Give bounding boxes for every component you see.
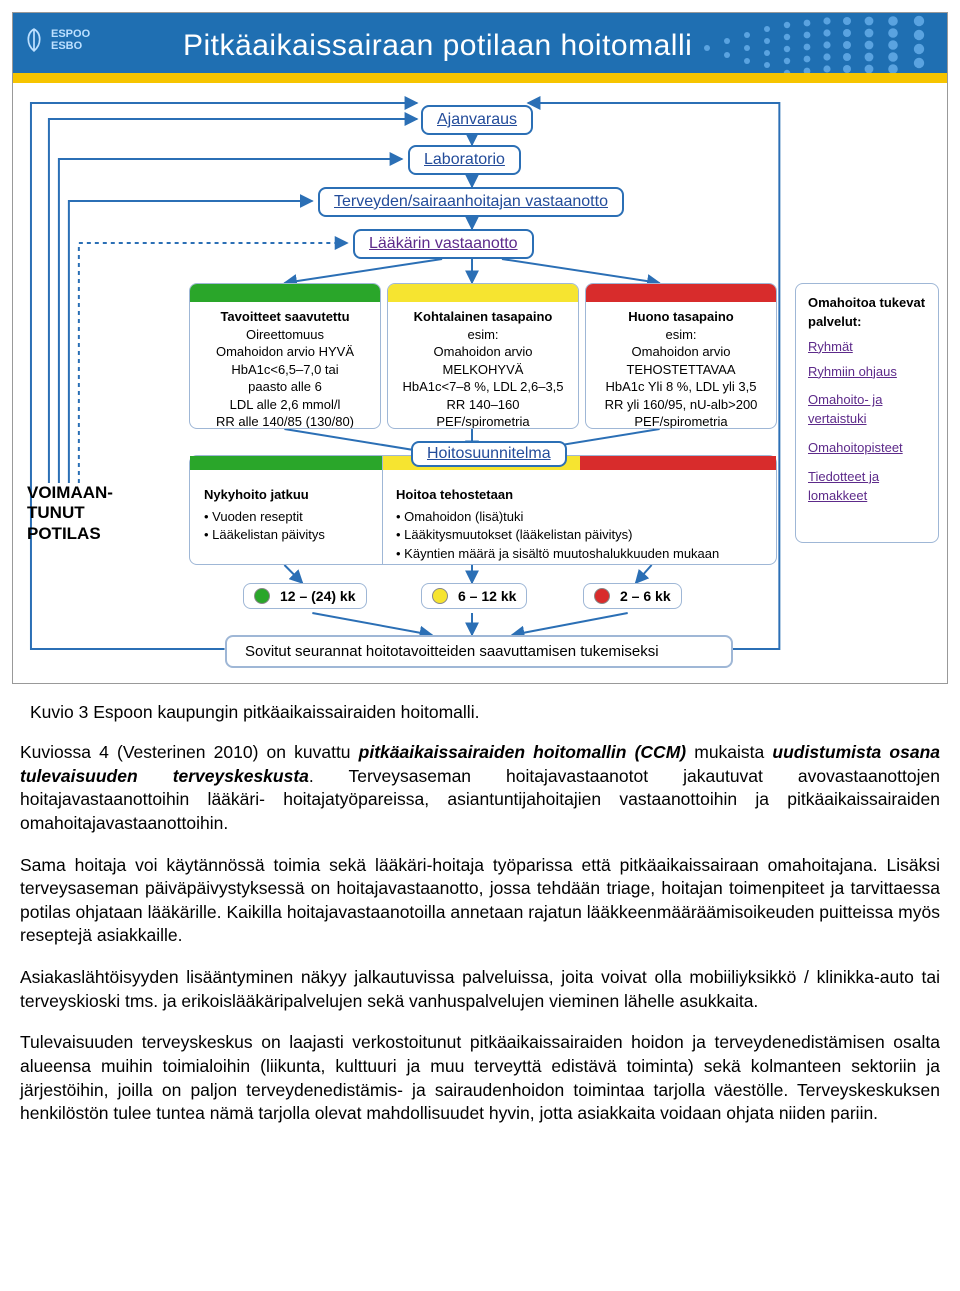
box-line: paasto alle 6 (200, 378, 370, 396)
box-line: Omahoidon arvio (398, 343, 568, 361)
side-links: Ryhmät Ryhmiin ohjaus Omahoito- ja vertais… (808, 338, 926, 506)
box-line: RR yli 160/95, nU-alb>200 (596, 396, 766, 414)
node-hoitosuunnitelma[interactable]: Hoitosuunnitelma (411, 441, 567, 467)
box-line: HbA1c<6,5–7,0 tai (200, 361, 370, 379)
node-hoitaja[interactable]: Terveyden/sairaanhoitajan vastaanotto (318, 187, 624, 217)
dot-red-icon (594, 588, 610, 604)
diagram: VOIMAAN-TUNUT POTILAS Ajanvaraus Laborat… (13, 83, 947, 683)
dot-yellow-icon (432, 588, 448, 604)
paragraph: Sama hoitaja voi käytännössä toimia sekä… (20, 854, 940, 949)
box-red-lines: esim:Omahoidon arvioTEHOSTETTAVAAHbA1c Y… (596, 326, 766, 429)
plan-item: • Lääkitysmuutokset (lääkelistan päivity… (396, 526, 762, 544)
box-line: RR 140–160 (398, 396, 568, 414)
box-line: HbA1c Yli 8 %, LDL yli 3,5 (596, 378, 766, 396)
espoo-logo: ESPOO ESBO (23, 27, 90, 53)
side-link[interactable]: Ryhmät (808, 338, 926, 357)
plan-box: Nykyhoito jatkuu • Vuoden reseptit• Lääk… (189, 455, 777, 565)
box-line: MELKOHYVÄ (398, 361, 568, 379)
plan-left-title: Nykyhoito jatkuu (204, 486, 368, 504)
box-green: Tavoitteet saavutettu OireettomuusOmahoi… (189, 283, 381, 429)
node-laakari[interactable]: Lääkärin vastaanotto (353, 229, 534, 259)
bottom-bar: Sovitut seurannat hoitotavoitteiden saav… (225, 635, 733, 668)
box-line: PEF/spirometria (398, 413, 568, 429)
dot-green-icon (254, 588, 270, 604)
plan-left-items: • Vuoden reseptit• Lääkelistan päivitys (204, 508, 368, 544)
box-green-lines: OireettomuusOmahoidon arvio HYVÄHbA1c<6,… (200, 326, 370, 429)
followup-green: 12 – (24) kk (243, 583, 367, 609)
box-line: Oireettomuus (200, 326, 370, 344)
figure-caption: Kuvio 3 Espoon kaupungin pitkäaikaissair… (0, 696, 960, 723)
box-line: Omahoidon arvio (596, 343, 766, 361)
plan-item: • Vuoden reseptit (204, 508, 368, 526)
plan-left: Nykyhoito jatkuu • Vuoden reseptit• Lääk… (190, 456, 382, 564)
paragraph: Kuviossa 4 (Vesterinen 2010) on kuvattu … (20, 741, 940, 836)
paragraph: Tulevaisuuden terveyskeskus on laajasti … (20, 1031, 940, 1126)
box-line: esim: (398, 326, 568, 344)
box-yellow-head (388, 284, 578, 302)
banner-underbar (13, 73, 947, 83)
side-link[interactable]: Ryhmiin ohjaus (808, 363, 926, 382)
paragraph: Asiakaslähtöisyyden lisääntyminen näkyy … (20, 966, 940, 1013)
box-red-title: Huono tasapaino (596, 308, 766, 326)
plan-item: • Käyntien määrä ja sisältö muutoshalukk… (396, 545, 762, 563)
body-text: Kuviossa 4 (Vesterinen 2010) on kuvattu … (0, 741, 960, 1154)
followup-yellow: 6 – 12 kk (421, 583, 527, 609)
followup-green-label: 12 – (24) kk (280, 588, 356, 604)
side-title: Omahoitoa tukevat palvelut: (808, 294, 926, 332)
box-green-head (190, 284, 380, 302)
box-yellow-lines: esim:Omahoidon arvioMELKOHYVÄHbA1c<7–8 %… (398, 326, 568, 429)
plan-item: • Lääkelistan päivitys (204, 526, 368, 544)
banner-title: Pitkäaikaissairaan potilaan hoitomalli (183, 29, 692, 63)
banner: ESPOO ESBO Pitkäaikaissairaan potilaan h… (13, 13, 947, 83)
box-line: HbA1c<7–8 %, LDL 2,6–3,5 (398, 378, 568, 396)
side-link[interactable]: Tiedotteet ja lomakkeet (808, 468, 926, 506)
side-panel: Omahoitoa tukevat palvelut: Ryhmät Ryhmii… (795, 283, 939, 543)
box-red: Huono tasapaino esim:Omahoidon arvioTEHO… (585, 283, 777, 429)
logo-text-bot: ESBO (51, 40, 90, 52)
plan-right-items: • Omahoidon (lisä)tuki• Lääkitysmuutokse… (396, 508, 762, 563)
box-line: Omahoidon arvio HYVÄ (200, 343, 370, 361)
box-line: LDL alle 2,6 mmol/l (200, 396, 370, 414)
side-link[interactable]: Omahoito- ja vertaistuki (808, 391, 926, 429)
node-ajanvaraus[interactable]: Ajanvaraus (421, 105, 533, 135)
followup-red: 2 – 6 kk (583, 583, 682, 609)
followup-red-label: 2 – 6 kk (620, 588, 671, 604)
box-line: PEF/spirometria (596, 413, 766, 429)
leaf-icon (23, 27, 45, 53)
box-line: TEHOSTETTAVAA (596, 361, 766, 379)
box-line: RR alle 140/85 (130/80) (200, 413, 370, 429)
side-link[interactable]: Omahoitopisteet (808, 439, 926, 458)
logo-text-top: ESPOO (51, 28, 90, 40)
box-line: esim: (596, 326, 766, 344)
box-yellow: Kohtalainen tasapaino esim:Omahoidon arv… (387, 283, 579, 429)
node-laboratorio[interactable]: Laboratorio (408, 145, 521, 175)
potilas-label: VOIMAAN-TUNUT POTILAS (27, 483, 137, 544)
box-yellow-title: Kohtalainen tasapaino (398, 308, 568, 326)
plan-right: Hoitoa tehostetaan • Omahoidon (lisä)tuk… (382, 456, 776, 564)
followup-yellow-label: 6 – 12 kk (458, 588, 516, 604)
plan-item: • Omahoidon (lisä)tuki (396, 508, 762, 526)
box-red-head (586, 284, 776, 302)
page-container: ESPOO ESBO Pitkäaikaissairaan potilaan h… (12, 12, 948, 684)
box-green-title: Tavoitteet saavutettu (200, 308, 370, 326)
plan-right-title: Hoitoa tehostetaan (396, 486, 762, 504)
